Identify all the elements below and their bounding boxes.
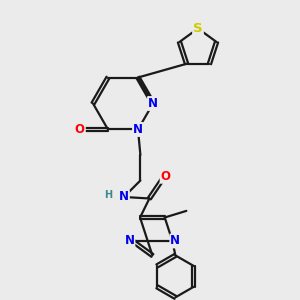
Text: N: N bbox=[124, 235, 134, 248]
Text: H: H bbox=[104, 190, 112, 200]
Text: O: O bbox=[160, 170, 171, 183]
Text: S: S bbox=[193, 22, 203, 35]
Text: N: N bbox=[133, 123, 143, 136]
Text: O: O bbox=[75, 123, 85, 136]
Text: N: N bbox=[119, 190, 129, 203]
Text: N: N bbox=[148, 97, 158, 110]
Text: N: N bbox=[170, 235, 180, 248]
